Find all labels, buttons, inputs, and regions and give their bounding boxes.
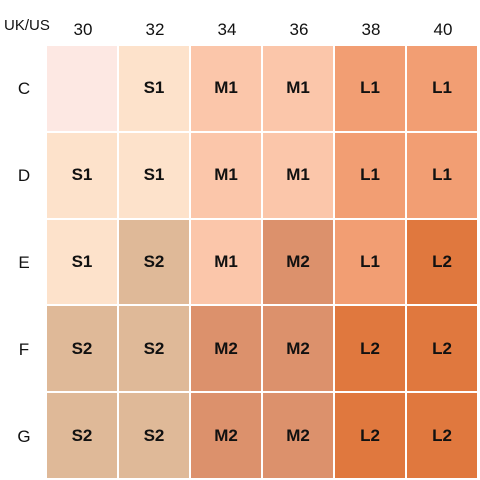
size-cell: M1 xyxy=(191,46,263,133)
corner-label: UK/US xyxy=(4,17,50,34)
column-header: 32 xyxy=(145,20,165,39)
size-cell: S1 xyxy=(47,132,119,220)
size-cell: S2 xyxy=(47,306,119,394)
column-header: 30 xyxy=(73,20,93,39)
row-header: D xyxy=(17,166,31,186)
size-cell: L2 xyxy=(407,219,479,307)
size-cell: S2 xyxy=(119,306,191,394)
size-grid: S1 M1 M1 L1 L1 S1 S1 M1 M1 L1 L1 S1 S2 M1 M2 L1 L2 S2 S2 M2… xyxy=(47,46,479,480)
column-header: 34 xyxy=(217,20,237,39)
size-cell: M1 xyxy=(191,132,263,220)
size-cell: M2 xyxy=(263,219,335,307)
row-header: G xyxy=(17,426,31,446)
size-cell: S2 xyxy=(47,393,119,480)
size-cell: S1 xyxy=(47,219,119,307)
size-cell: M1 xyxy=(263,132,335,220)
size-cell: L1 xyxy=(335,219,407,307)
row-header: F xyxy=(18,339,30,359)
size-cell: L1 xyxy=(335,46,407,133)
row-header: C xyxy=(17,79,31,99)
size-cell: M2 xyxy=(263,306,335,394)
column-header: 40 xyxy=(433,20,453,39)
size-cell: L2 xyxy=(407,393,479,480)
size-cell: S2 xyxy=(119,393,191,480)
row-header: E xyxy=(18,253,30,272)
size-cell: S2 xyxy=(119,219,191,307)
size-cell: L1 xyxy=(335,132,407,220)
size-cell: L2 xyxy=(407,306,479,394)
column-header: 36 xyxy=(289,20,309,39)
size-cell: M2 xyxy=(263,393,335,480)
size-cell: L1 xyxy=(407,132,479,220)
size-cell: S1 xyxy=(119,46,191,133)
size-cell: L2 xyxy=(335,306,407,394)
column-header: 38 xyxy=(361,20,381,39)
size-cell xyxy=(47,46,119,133)
size-cell: M1 xyxy=(263,46,335,133)
size-cell: L1 xyxy=(407,46,479,133)
size-cell: S1 xyxy=(119,132,191,220)
size-cell: M2 xyxy=(191,393,263,480)
size-cell: M2 xyxy=(191,306,263,394)
size-cell: L2 xyxy=(335,393,407,480)
size-cell: M1 xyxy=(191,219,263,307)
